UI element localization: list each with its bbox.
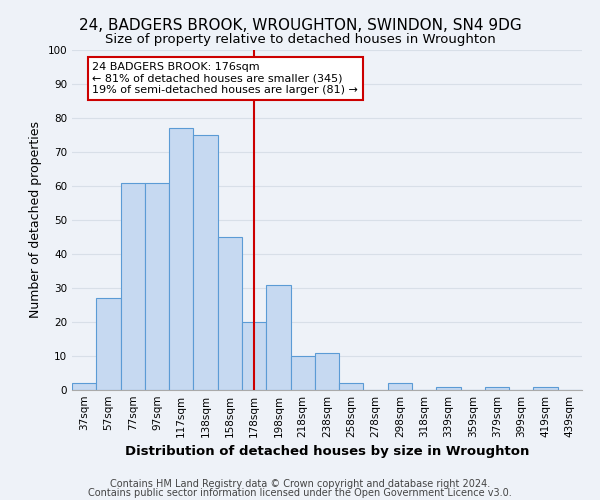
- Text: Contains public sector information licensed under the Open Government Licence v3: Contains public sector information licen…: [88, 488, 512, 498]
- Bar: [96, 298, 121, 390]
- Bar: [193, 135, 218, 390]
- Bar: [266, 284, 290, 390]
- Bar: [339, 383, 364, 390]
- Bar: [169, 128, 193, 390]
- Bar: [218, 237, 242, 390]
- Text: Contains HM Land Registry data © Crown copyright and database right 2024.: Contains HM Land Registry data © Crown c…: [110, 479, 490, 489]
- Text: 24, BADGERS BROOK, WROUGHTON, SWINDON, SN4 9DG: 24, BADGERS BROOK, WROUGHTON, SWINDON, S…: [79, 18, 521, 32]
- Bar: [121, 182, 145, 390]
- X-axis label: Distribution of detached houses by size in Wroughton: Distribution of detached houses by size …: [125, 446, 529, 458]
- Bar: [533, 386, 558, 390]
- Bar: [242, 322, 266, 390]
- Bar: [290, 356, 315, 390]
- Bar: [145, 182, 169, 390]
- Text: Size of property relative to detached houses in Wroughton: Size of property relative to detached ho…: [104, 32, 496, 46]
- Bar: [72, 383, 96, 390]
- Bar: [315, 352, 339, 390]
- Bar: [485, 386, 509, 390]
- Bar: [436, 386, 461, 390]
- Text: 24 BADGERS BROOK: 176sqm
← 81% of detached houses are smaller (345)
19% of semi-: 24 BADGERS BROOK: 176sqm ← 81% of detach…: [92, 62, 358, 95]
- Y-axis label: Number of detached properties: Number of detached properties: [29, 122, 42, 318]
- Bar: [388, 383, 412, 390]
